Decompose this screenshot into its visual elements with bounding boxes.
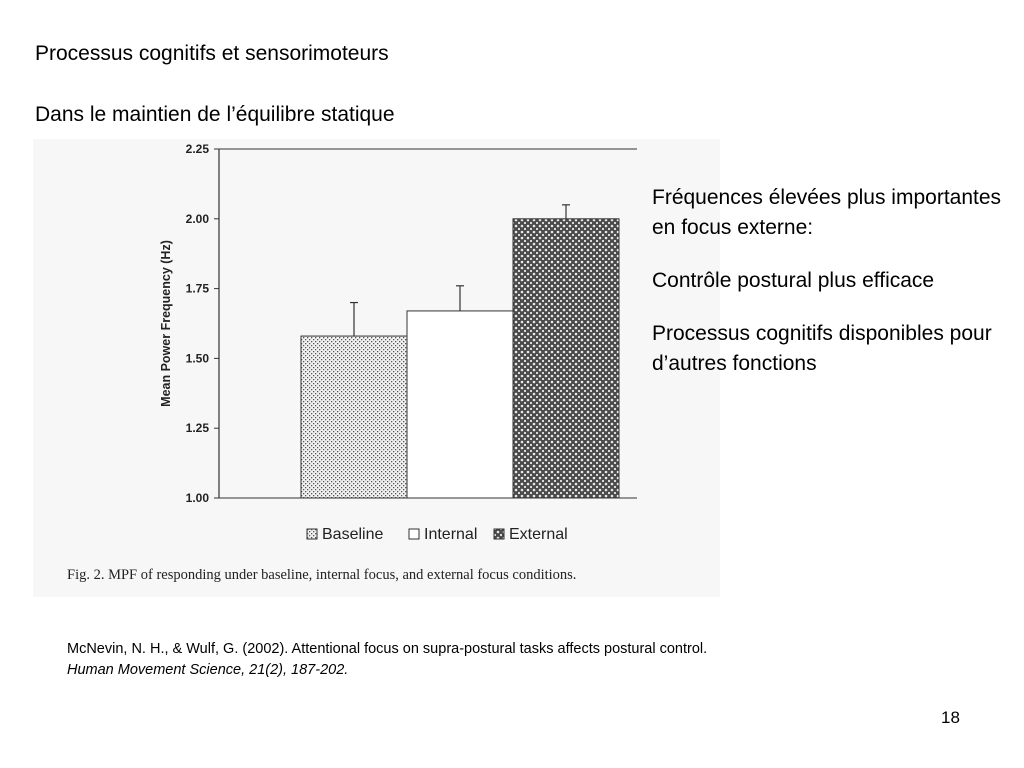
page-number: 18 (941, 708, 960, 727)
y-axis-label: Mean Power Frequency (Hz) (159, 240, 173, 407)
figure-caption: Fig. 2. MPF of responding under baseline… (67, 567, 577, 583)
plot-area: 1.00 1.25 1.50 1.75 2.00 2.25 Mean Power Frequ… (159, 142, 637, 543)
y-tick-label: 2.00 (186, 212, 210, 226)
bar-external (512, 218, 620, 499)
note-item: Processus cognitifs disponibles pour d’a… (652, 322, 992, 375)
y-tick-label: 1.75 (186, 282, 210, 296)
bar-baseline (300, 335, 408, 499)
legend-swatch-baseline (306, 528, 318, 540)
reference-citation: McNevin, N. H., & Wulf, G. (2002). Atten… (67, 641, 708, 657)
legend-label: Internal (424, 526, 477, 543)
slide-title: Processus cognitifs et sensorimoteurs (35, 42, 389, 65)
note-item: Fréquences élevées plus importantes en f… (652, 186, 1002, 239)
reference: McNevin, N. H., & Wulf, G. (2002). Atten… (67, 639, 707, 681)
y-tick-label: 2.25 (186, 142, 210, 156)
notes-panel: Fréquences élevées plus importantes en f… (652, 183, 1022, 402)
bar-chart: 1.00 1.25 1.50 1.75 2.00 2.25 Mean Power Frequ… (159, 142, 637, 543)
reference-journal: Human Movement Science, 21(2), 187-202. (67, 662, 349, 678)
bar-internal (406, 310, 514, 499)
slide-subtitle: Dans le maintien de l’équilibre statique (35, 103, 395, 126)
y-tick-label: 1.00 (186, 491, 210, 505)
y-tick-label: 1.50 (186, 351, 210, 365)
y-tick-label: 1.25 (186, 421, 210, 435)
legend-swatch-internal (408, 528, 420, 540)
note-item: Contrôle postural plus efficace (652, 269, 935, 292)
legend-label: External (509, 526, 568, 543)
figure: 1.00 1.25 1.50 1.75 2.00 2.25 Mean Power Frequ… (33, 139, 720, 597)
legend-label: Baseline (322, 526, 383, 543)
legend-swatch-external (493, 528, 505, 540)
